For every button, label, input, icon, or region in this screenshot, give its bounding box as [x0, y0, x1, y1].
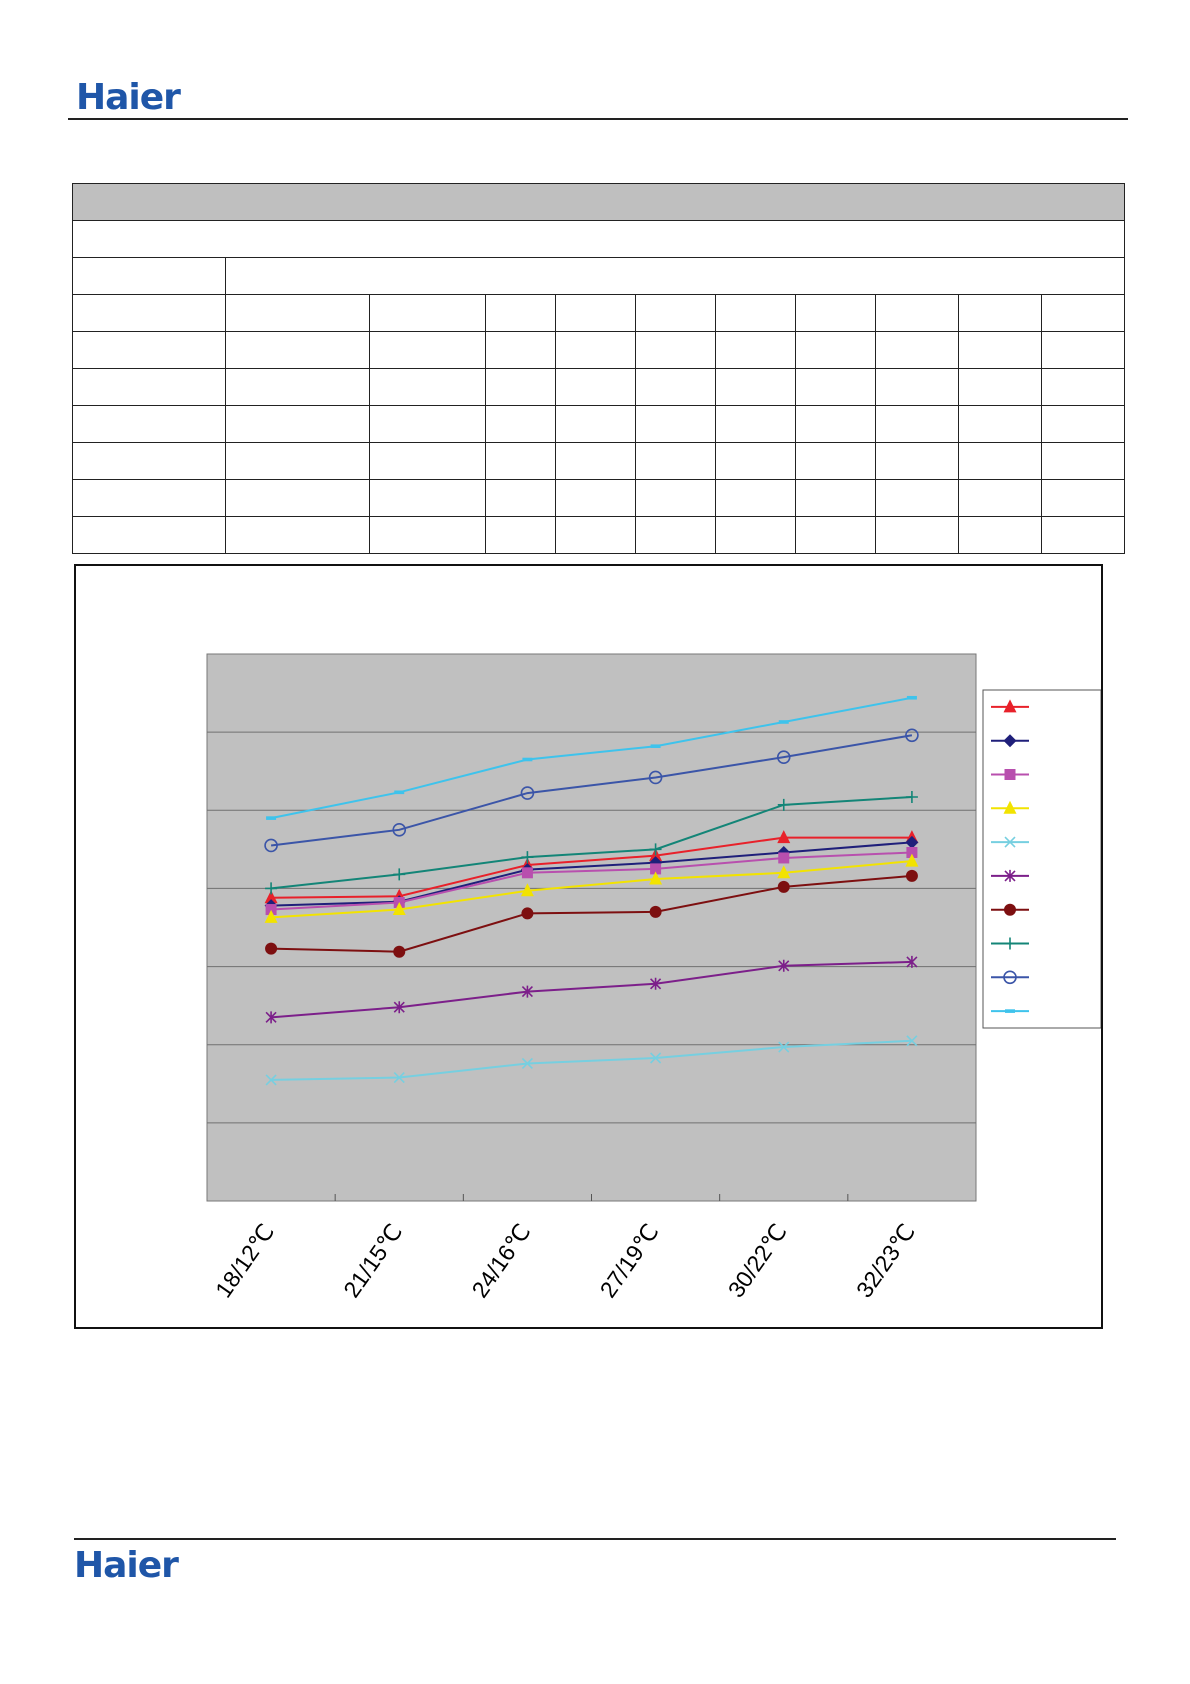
data-point — [777, 865, 791, 879]
data-point — [521, 907, 534, 920]
table-row — [72, 442, 1126, 480]
spec-table — [71, 183, 1126, 554]
data-point — [521, 985, 533, 998]
legend-marker — [1004, 869, 1016, 882]
data-point — [521, 867, 533, 879]
x-tick-label: 32/23℃ — [851, 1219, 920, 1302]
data-point — [905, 791, 918, 804]
x-tick-label: 27/19℃ — [595, 1219, 664, 1302]
data-point — [392, 902, 406, 916]
data-point — [393, 1071, 405, 1084]
data-point — [265, 1074, 277, 1086]
data-point — [649, 871, 663, 885]
data-point — [776, 750, 791, 764]
series-line — [271, 860, 913, 919]
series-line — [271, 960, 912, 1019]
legend-marker — [1003, 970, 1017, 985]
data-point — [648, 770, 663, 785]
data-point — [778, 1041, 790, 1053]
haier-logo-header: Haier — [76, 77, 181, 118]
legend-marker — [1005, 1009, 1015, 1013]
legend-marker — [1003, 800, 1017, 814]
data-point — [777, 798, 790, 811]
data-point — [394, 790, 405, 795]
data-point — [905, 728, 919, 743]
data-point — [265, 904, 277, 916]
data-point — [520, 786, 535, 800]
series-line — [270, 734, 913, 847]
legend-marker — [1003, 699, 1017, 713]
table-cell — [224, 257, 1126, 295]
series-line — [271, 874, 913, 953]
table-cell — [71, 220, 1126, 258]
x-tick-label: 24/16℃ — [466, 1219, 535, 1302]
series-line — [271, 836, 912, 899]
performance-line-chart: 18/12℃ 21/15℃ 24/16℃ 27/19℃ 30/22℃ 32/23℃ — [206, 653, 1101, 1302]
legend-marker — [1004, 903, 1016, 916]
data-point — [778, 720, 789, 724]
table-row — [72, 516, 1126, 554]
legend-marker — [1004, 836, 1016, 848]
data-point — [906, 846, 918, 858]
data-point — [777, 830, 791, 844]
table-row — [72, 479, 1126, 517]
series-line — [271, 1039, 912, 1081]
table-row — [71, 220, 1126, 258]
chart-frame: 18/12℃ 21/15℃ 24/16℃ 27/19℃ 30/22℃ 32/23℃ — [74, 564, 1103, 1329]
data-point — [522, 757, 533, 762]
plot-area — [206, 653, 977, 1202]
legend-box — [982, 689, 1101, 1029]
data-point — [264, 909, 278, 923]
series-line — [271, 851, 912, 911]
data-point — [393, 868, 406, 881]
series-line — [270, 696, 913, 820]
data-point — [265, 882, 278, 895]
table-row — [72, 331, 1126, 369]
table-header-cell — [71, 183, 1126, 221]
data-point — [905, 835, 919, 849]
data-point — [521, 1057, 533, 1070]
x-tick-label: 21/15℃ — [338, 1219, 407, 1302]
data-point — [650, 1052, 662, 1064]
footer-divider — [74, 1538, 1116, 1540]
table-header-row — [71, 183, 1126, 221]
data-point — [393, 1001, 405, 1014]
data-point — [649, 843, 662, 856]
series-line — [271, 841, 912, 907]
data-point — [521, 851, 534, 864]
data-point — [650, 744, 661, 749]
data-point — [650, 977, 662, 990]
legend-marker — [1004, 769, 1016, 780]
data-point — [649, 905, 662, 918]
series-line — [270, 796, 912, 890]
data-point — [777, 880, 790, 893]
data-point — [264, 890, 278, 904]
data-point — [265, 942, 278, 955]
legend-marker — [1004, 937, 1016, 950]
data-point — [906, 1035, 918, 1047]
data-point — [266, 816, 277, 820]
data-point — [778, 852, 790, 864]
data-point — [905, 869, 918, 882]
legend-marker — [1003, 734, 1017, 748]
data-point — [906, 955, 918, 968]
data-point — [392, 823, 407, 837]
data-point — [264, 838, 278, 853]
data-point — [778, 959, 790, 972]
data-point — [265, 1011, 277, 1024]
header-divider — [68, 118, 1128, 120]
data-point — [906, 695, 917, 700]
x-tick-label: 30/22℃ — [723, 1219, 792, 1302]
haier-logo-footer: Haier — [74, 1545, 179, 1586]
table-row — [72, 294, 1126, 332]
data-point — [650, 863, 662, 875]
data-point — [905, 853, 919, 867]
data-point — [520, 883, 534, 897]
table-row — [72, 257, 1126, 295]
x-tick-label: 18/12℃ — [210, 1219, 279, 1302]
table-row — [72, 368, 1126, 406]
table-row — [72, 405, 1126, 443]
table-cell — [72, 257, 226, 295]
data-point — [393, 945, 406, 958]
